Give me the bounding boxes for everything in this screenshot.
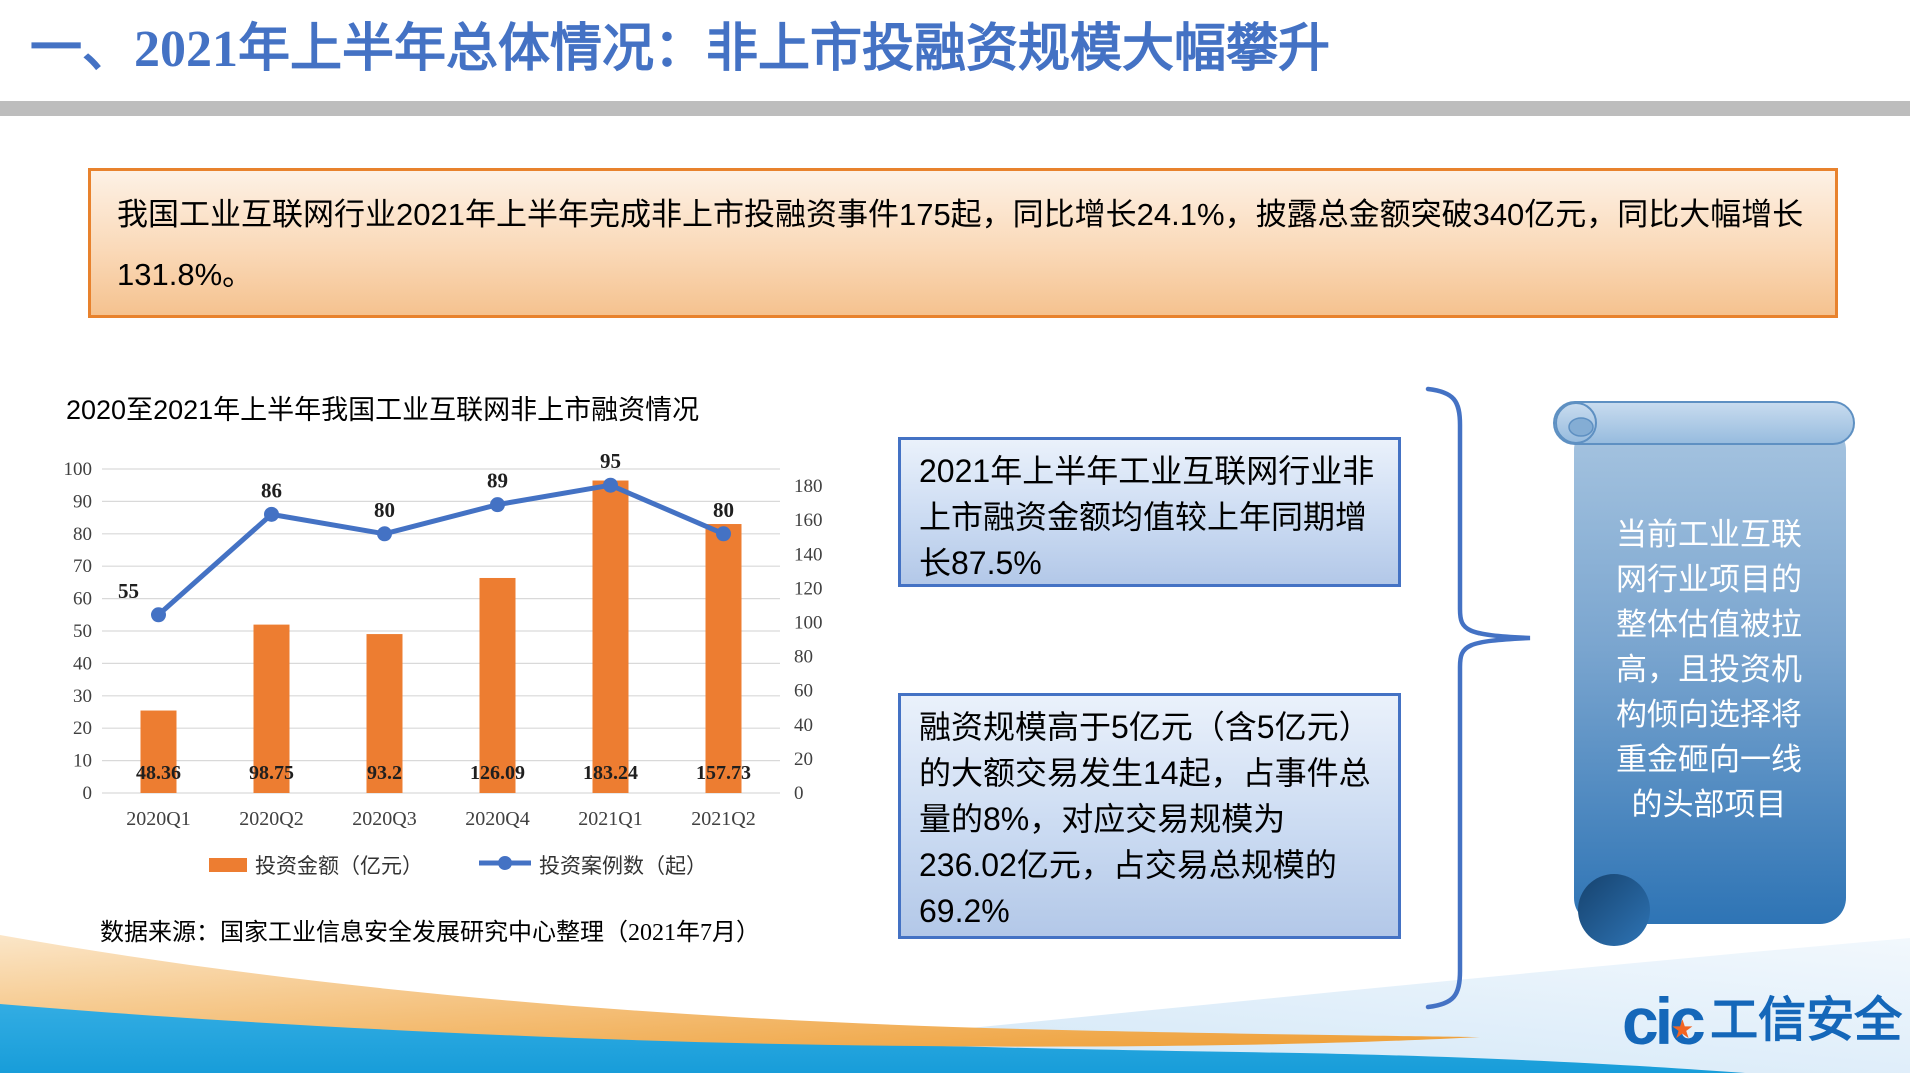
svg-text:60: 60 <box>73 589 92 610</box>
scroll-top-roll-swirl <box>1568 417 1594 437</box>
svg-text:50: 50 <box>73 621 92 642</box>
svg-text:2021Q1: 2021Q1 <box>578 808 642 830</box>
callout-box-1: 2021年上半年工业互联网行业非上市融资金额均值较上年同期增长87.5% <box>898 437 1401 587</box>
svg-text:40: 40 <box>73 653 92 674</box>
svg-text:86: 86 <box>261 478 282 502</box>
svg-text:126.09: 126.09 <box>470 762 525 784</box>
svg-text:100: 100 <box>794 612 823 633</box>
svg-text:40: 40 <box>794 715 813 736</box>
scroll-note: 当前工业互联 网行业项目的 整体估值被拉 高，且投资机 构倾向选择将 重金砸向一… <box>1616 517 1802 822</box>
svg-text:80: 80 <box>73 524 92 545</box>
svg-text:70: 70 <box>73 556 92 577</box>
svg-text:60: 60 <box>794 681 813 702</box>
wave-cyan <box>0 1003 1745 1073</box>
scroll-bottom-roll <box>1578 874 1650 946</box>
scroll-top-roll <box>1553 401 1855 445</box>
svg-text:2020Q4: 2020Q4 <box>465 808 529 830</box>
chart-title: 2020至2021年上半年我国工业互联网非上市融资情况 <box>66 395 700 425</box>
divider-bar <box>0 101 1910 116</box>
svg-text:120: 120 <box>794 578 823 599</box>
svg-text:140: 140 <box>794 544 823 565</box>
svg-text:0: 0 <box>83 783 93 804</box>
legend-label: 投资金额（亿元） <box>255 855 423 878</box>
brace-icon <box>1425 386 1531 1010</box>
logo-company-name: 工信安全 <box>1710 994 1903 1047</box>
logo-cic-mark: cic <box>1622 984 1706 1058</box>
svg-text:30: 30 <box>73 686 92 707</box>
wave-orange <box>0 935 1480 1047</box>
svg-text:10: 10 <box>73 751 92 772</box>
title-numbering: 一、 <box>30 21 135 78</box>
title-text: 年上半年总体情况：非上市投融资规模大幅攀升 <box>238 20 1331 78</box>
svg-text:90: 90 <box>73 491 92 512</box>
svg-text:89: 89 <box>487 469 508 493</box>
svg-text:2020Q1: 2020Q1 <box>126 808 190 830</box>
legend-label: 投资案例数（起） <box>539 855 707 878</box>
svg-text:80: 80 <box>713 498 734 522</box>
svg-text:20: 20 <box>73 718 92 739</box>
svg-text:100: 100 <box>64 459 93 480</box>
svg-text:2020Q3: 2020Q3 <box>352 808 416 830</box>
source-note: 数据来源：国家工业信息安全发展研究中心整理（2021年7月） <box>100 920 760 946</box>
company-logo: cic ★ 工信安全 <box>1622 988 1902 1054</box>
svg-text:98.75: 98.75 <box>249 762 294 784</box>
legend-swatch-line <box>479 853 531 877</box>
legend-item-bar: 投资金额（亿元） <box>209 850 423 880</box>
svg-text:20: 20 <box>794 749 813 770</box>
summary-box: 我国工业互联网行业2021年上半年完成非上市投融资事件175起，同比增长24.1… <box>88 168 1838 318</box>
svg-text:0: 0 <box>794 783 804 804</box>
chart-legend: 投资金额（亿元） 投资案例数（起） <box>58 850 858 880</box>
chart-canvas: 0 10 20 30 40 50 60 70 80 90 100 0 20 40 60 80 100 120 140… <box>64 449 823 830</box>
logo-star-icon: ★ <box>1670 1014 1695 1044</box>
wave-light-wedge <box>500 938 1910 1073</box>
callout-box-2: 融资规模高于5亿元（含5亿元）的大额交易发生14起，占事件总量的8%，对应交易规… <box>898 693 1401 939</box>
svg-text:2020Q2: 2020Q2 <box>239 808 303 830</box>
svg-text:93.2: 93.2 <box>367 762 402 784</box>
svg-text:95: 95 <box>600 449 621 473</box>
svg-text:157.73: 157.73 <box>696 762 751 784</box>
bottom-wave-decoration <box>0 935 1910 1073</box>
combo-chart: 0 10 20 30 40 50 60 70 80 90 100 0 20 40 60 80 100 120 140… <box>58 445 858 845</box>
svg-text:180: 180 <box>794 476 823 497</box>
legend-swatch-bar <box>209 858 247 872</box>
svg-text:80: 80 <box>794 647 813 668</box>
scroll-shape <box>1553 401 1855 946</box>
svg-text:80: 80 <box>374 498 395 522</box>
svg-text:2021Q2: 2021Q2 <box>691 808 755 830</box>
legend-item-line: 投资案例数（起） <box>479 850 707 880</box>
svg-text:55: 55 <box>118 579 139 603</box>
page-title: 一、2021年上半年总体情况：非上市投融资规模大幅攀升 <box>30 6 1330 93</box>
svg-text:48.36: 48.36 <box>136 762 181 784</box>
title-year: 2021 <box>134 21 239 78</box>
svg-text:183.24: 183.24 <box>583 762 638 784</box>
scroll-body <box>1574 424 1846 924</box>
svg-text:160: 160 <box>794 510 823 531</box>
